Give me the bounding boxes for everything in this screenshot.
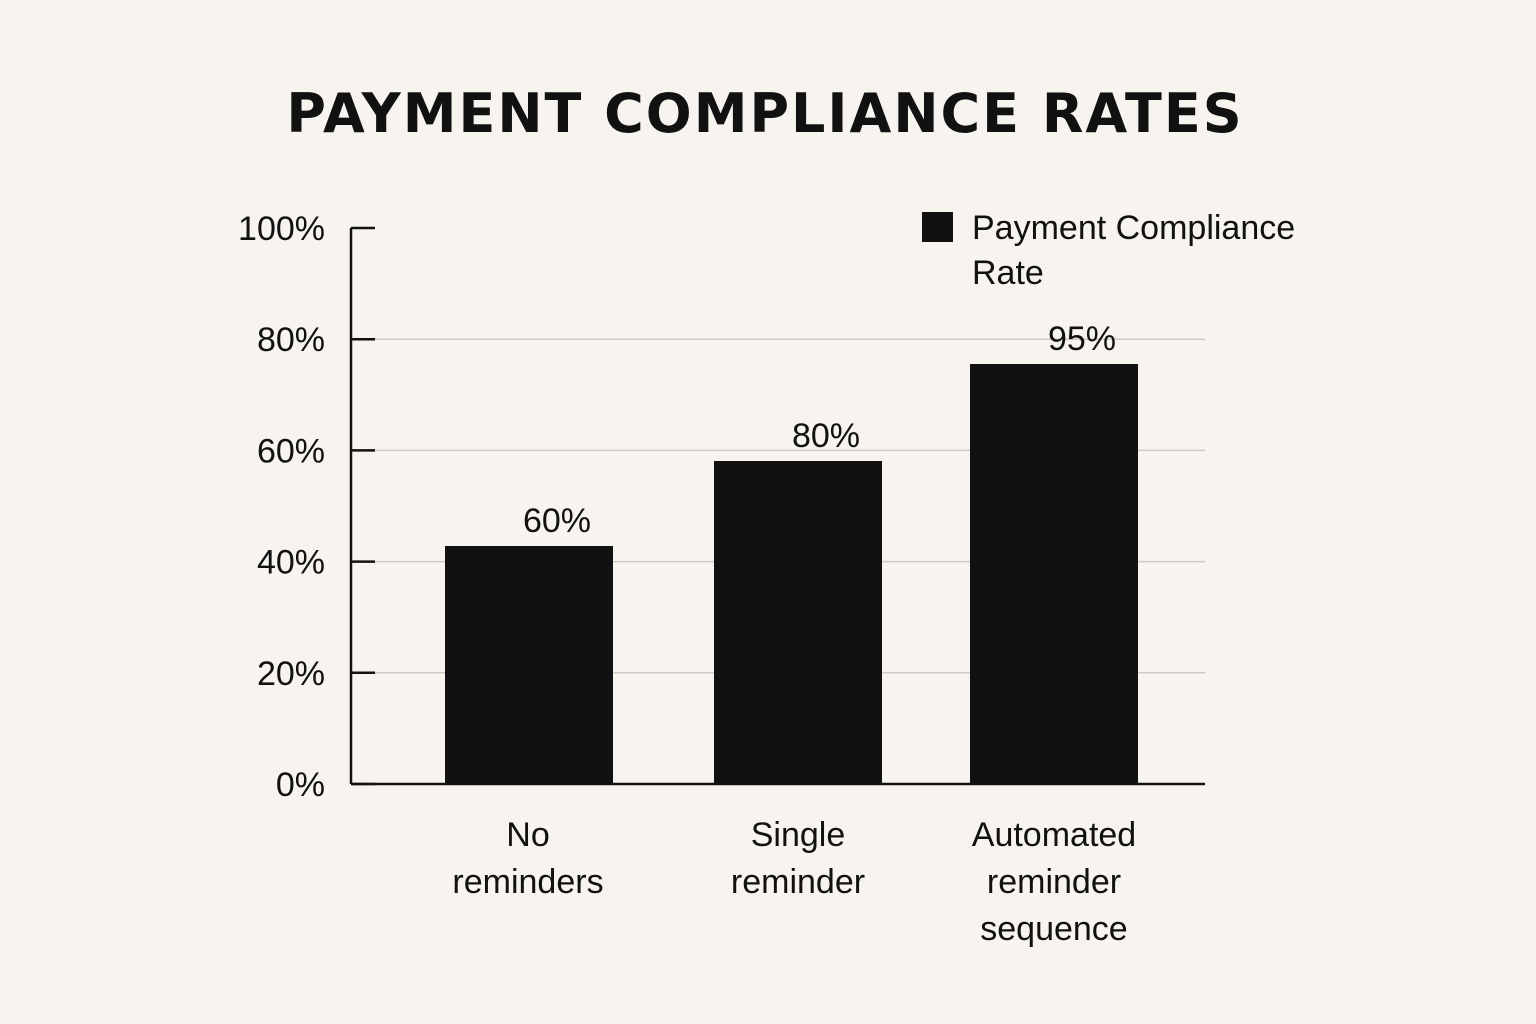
y-tick-label: 80% — [257, 321, 325, 359]
y-tick-label: 20% — [257, 655, 325, 693]
labels: 60% 80% 95% 0% 20% 40% 60% 80% 100% No reminders Si… — [238, 210, 1136, 948]
bar — [445, 546, 613, 784]
data-label: 60% — [523, 502, 591, 540]
data-label: 95% — [1048, 320, 1116, 358]
y-tick-label: 60% — [257, 432, 325, 470]
bar — [714, 461, 882, 784]
bar — [970, 364, 1138, 784]
y-tick-label: 100% — [238, 210, 325, 248]
x-category-label: Automated reminder sequence — [972, 816, 1136, 948]
data-label: 80% — [792, 417, 860, 455]
y-tick-label: 0% — [276, 766, 325, 804]
legend-label: Payment Compliance Rate — [972, 209, 1295, 292]
bars — [445, 364, 1138, 784]
legend: Payment Compliance Rate — [922, 209, 1295, 292]
x-category-label: Single reminder — [731, 816, 865, 901]
x-category-label: No reminders — [452, 816, 603, 901]
legend-swatch — [922, 212, 953, 242]
axes — [349, 226, 1205, 786]
y-tick-label: 40% — [257, 544, 325, 582]
chart-title: PAYMENT COMPLIANCE RATES — [286, 82, 1244, 145]
